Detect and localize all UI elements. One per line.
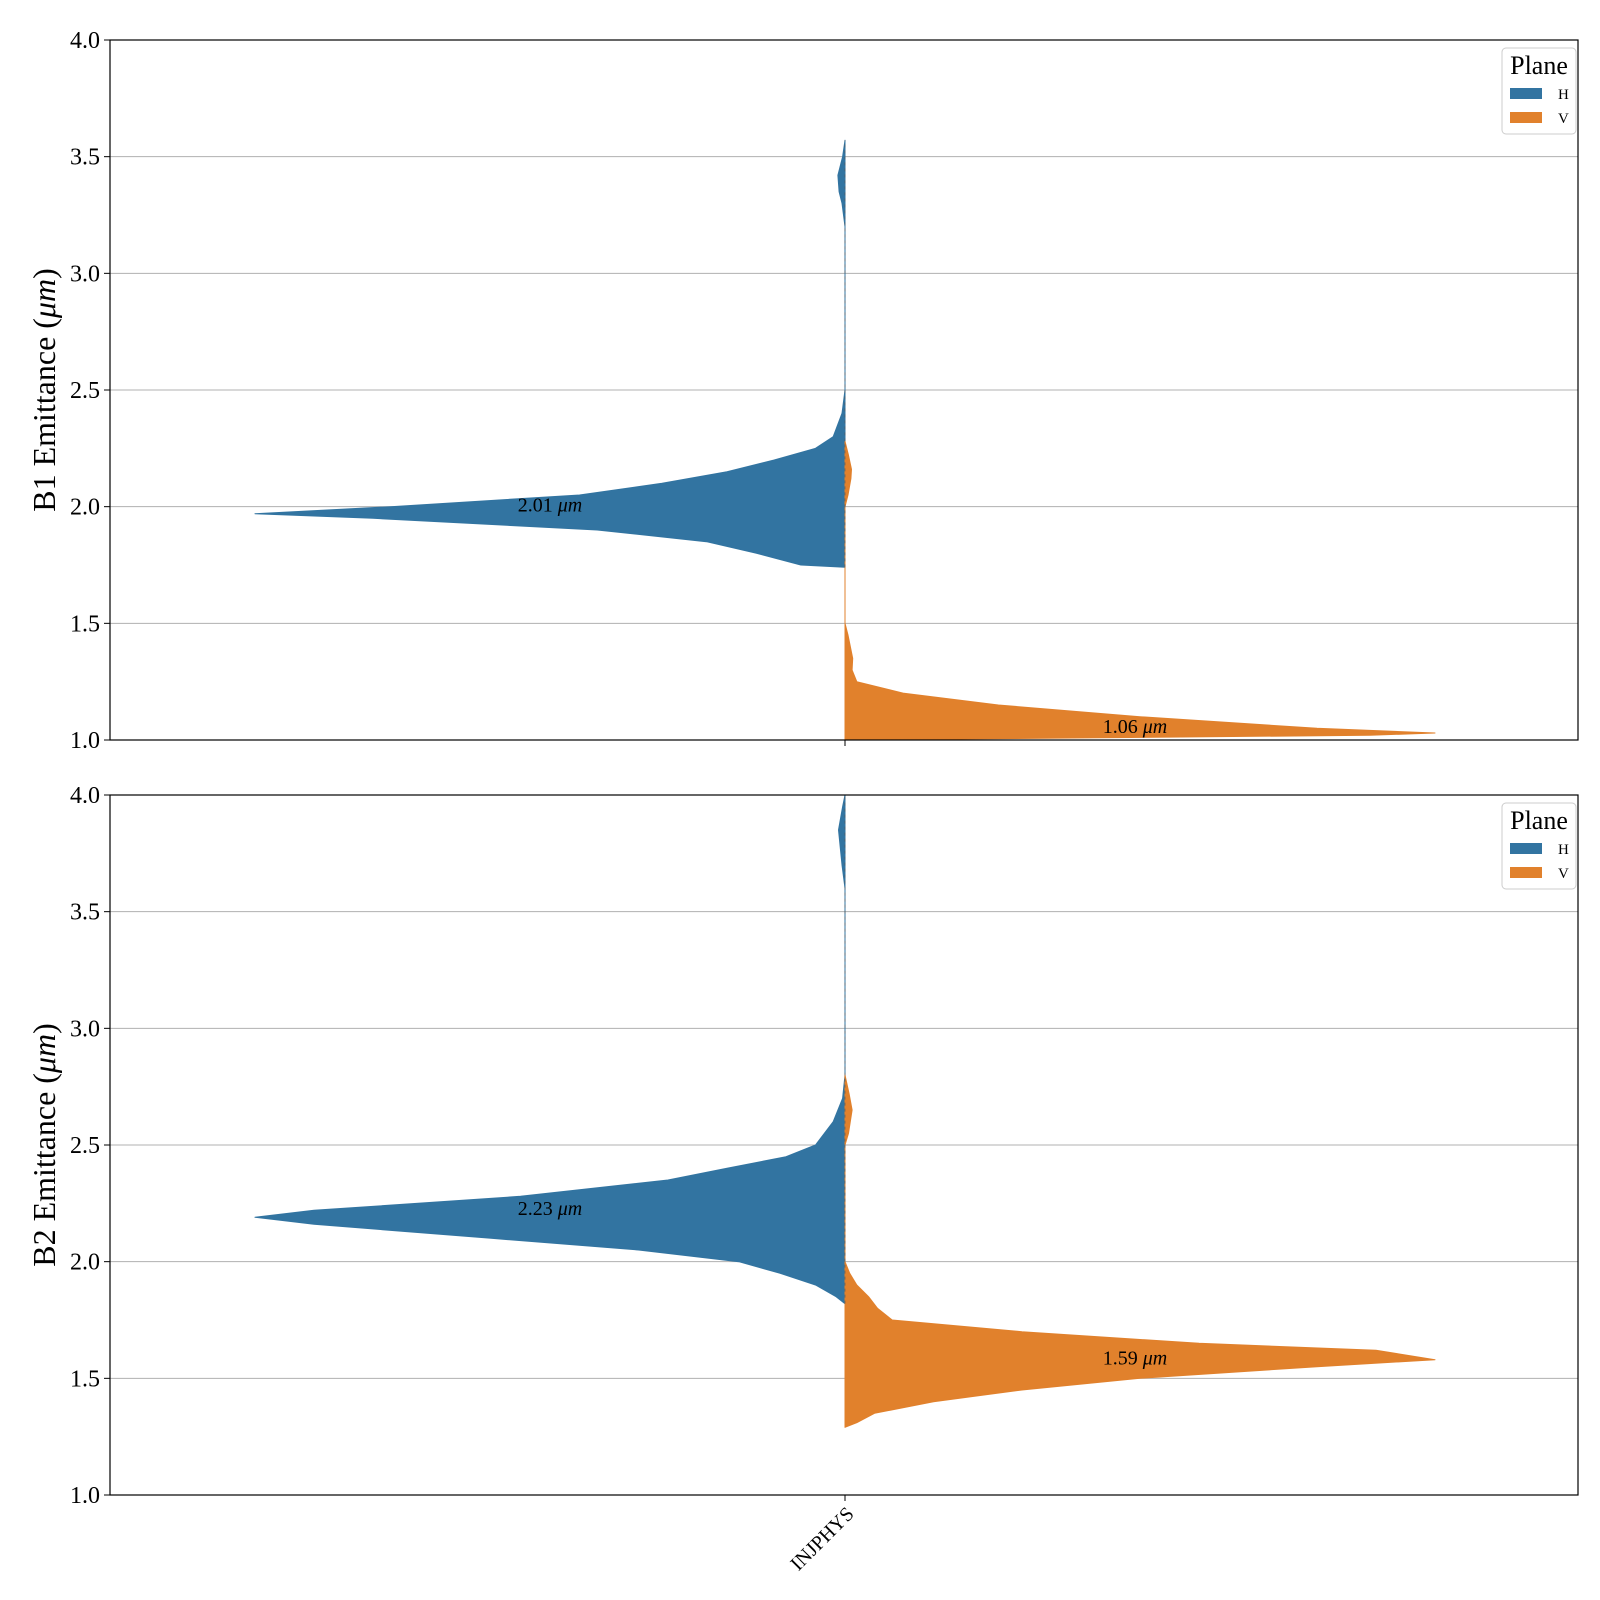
legend: Plane HV xyxy=(1501,802,1577,890)
axes-frame xyxy=(109,794,1579,1496)
legend-swatch-v xyxy=(1510,112,1542,123)
median-label-v: 1.06 μm xyxy=(1103,716,1167,738)
y-tick-label: 2.0 xyxy=(70,495,100,521)
y-tick-label: 1.5 xyxy=(70,1366,100,1392)
y-tick-label: 2.5 xyxy=(70,1133,100,1159)
y-axis-label: B2 Emittance (μm) xyxy=(26,1023,62,1267)
axes-frame xyxy=(109,39,1579,741)
y-tick-label: 2.0 xyxy=(70,1250,100,1276)
legend-label-h: H xyxy=(1558,842,1569,858)
legend-swatch-h xyxy=(1510,843,1542,854)
median-label-h: 2.01 μm xyxy=(518,494,582,516)
y-tick-label: 1.0 xyxy=(70,1483,100,1509)
median-label-v: 1.59 μm xyxy=(1103,1347,1167,1369)
y-tick-label: 1.5 xyxy=(70,611,100,637)
y-tick-label: 4.0 xyxy=(70,783,100,809)
x-tick-label: INJPHYS xyxy=(786,1503,858,1575)
chart-panel-2: 1.0 1.5 2.0 2.5 3.0 3.5 4.0 2.23 μm 1.59 μm B2 Em… xyxy=(26,783,1579,1509)
legend-swatch-h xyxy=(1510,88,1542,99)
violin-h-2 xyxy=(254,794,846,1305)
y-tick-label: 3.5 xyxy=(70,900,100,926)
violin-h-1 xyxy=(254,139,846,568)
y-tick-label: 2.5 xyxy=(70,378,100,404)
chart-panel-1: 1.0 1.5 2.0 2.5 3.0 3.5 4.0 2.01 μm 1.06 μm B1 Em… xyxy=(26,28,1579,754)
y-tick-label: 3.0 xyxy=(70,1016,100,1042)
legend-title: Plane xyxy=(1510,51,1568,80)
y-tick-label: 3.5 xyxy=(70,145,100,171)
legend: Plane HV xyxy=(1501,47,1577,135)
legend-swatch-v xyxy=(1510,867,1542,878)
violin-v-1 xyxy=(844,440,1436,741)
y-tick-label: 4.0 xyxy=(70,28,100,54)
y-tick-label: 1.0 xyxy=(70,728,100,754)
median-label-h: 2.23 μm xyxy=(518,1198,582,1220)
legend-label-v: V xyxy=(1558,111,1569,127)
y-tick-label: 3.0 xyxy=(70,261,100,287)
legend-label-h: H xyxy=(1558,87,1569,103)
legend-label-v: V xyxy=(1558,866,1569,882)
y-axis-label: B1 Emittance (μm) xyxy=(26,268,62,512)
violin-v-2 xyxy=(844,1074,1436,1428)
legend-title: Plane xyxy=(1510,806,1568,835)
